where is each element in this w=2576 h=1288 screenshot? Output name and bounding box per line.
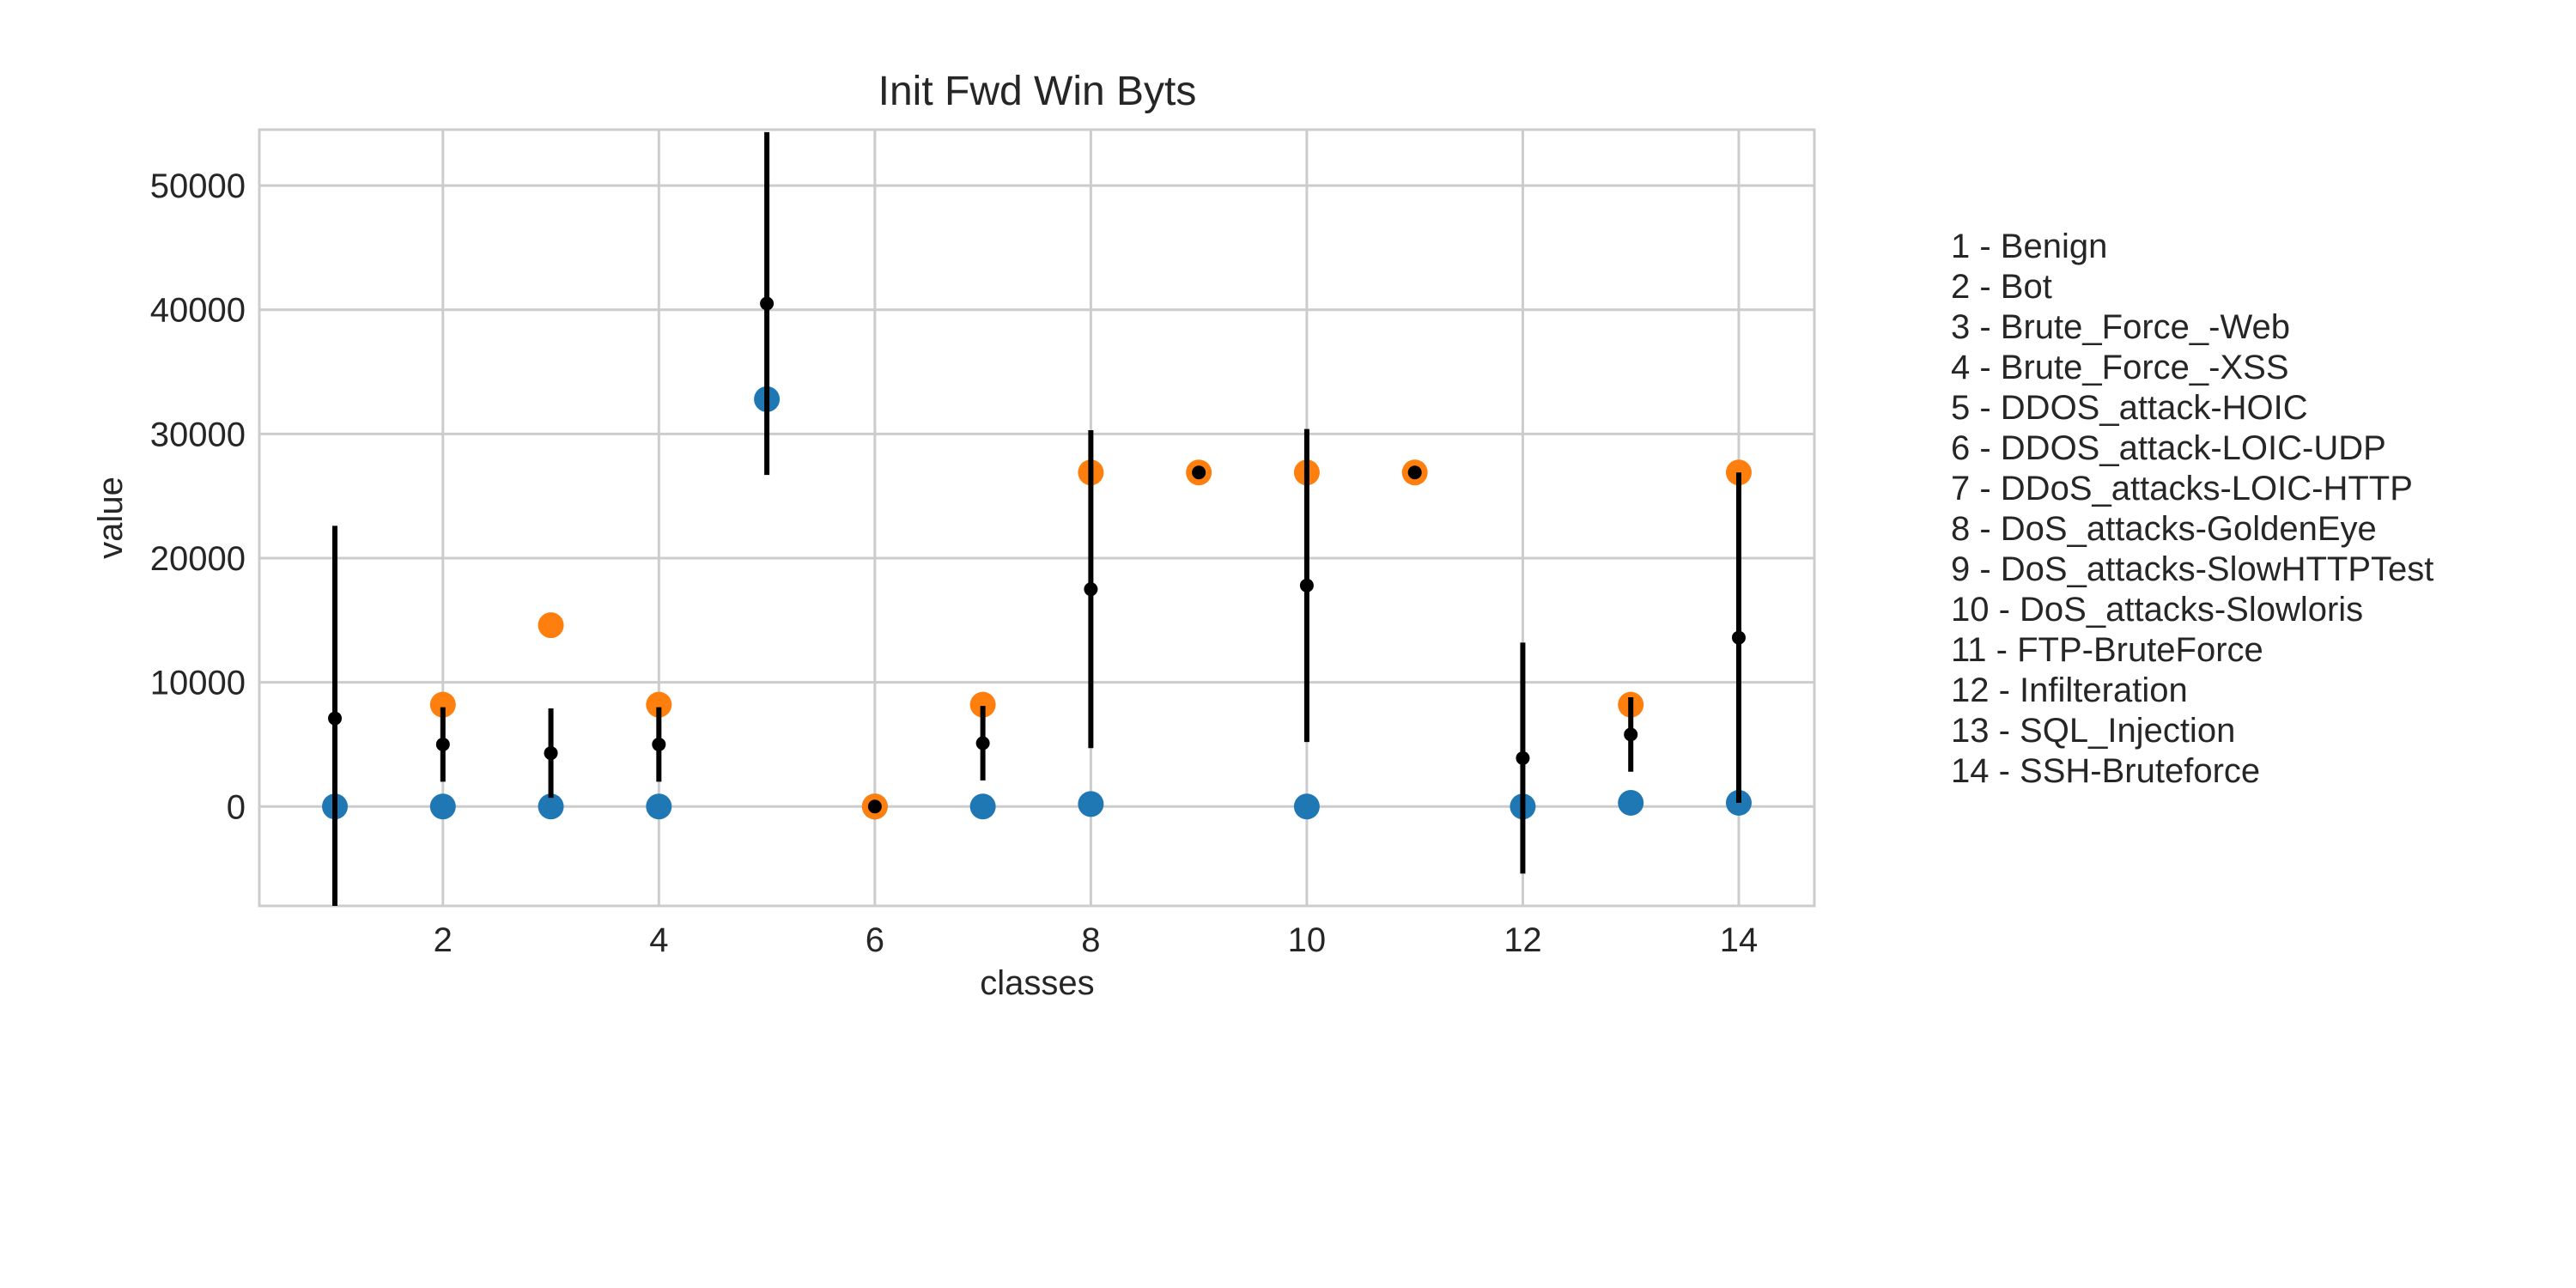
max-point-class-7: [969, 691, 996, 718]
min-point-class-10: [1293, 793, 1320, 820]
min-point-class-4: [646, 793, 672, 820]
mean-point-class-11: [1407, 465, 1422, 480]
mean-point-class-13: [1624, 727, 1638, 742]
min-point-class-7: [969, 793, 996, 820]
legend-entry-9: 9 - DoS_attacks-SlowHTTPTest: [1951, 550, 2433, 588]
chart-title: Init Fwd Win Byts: [878, 69, 1197, 114]
y-tick-label: 50000: [150, 167, 246, 205]
legend-entry-1: 1 - Benign: [1951, 228, 2107, 265]
mean-point-class-12: [1516, 750, 1530, 765]
legend-entry-3: 3 - Brute_Force_-Web: [1951, 308, 2290, 346]
max-point-class-2: [429, 691, 456, 718]
x-tick-label: 4: [649, 921, 668, 959]
x-tick-label: 8: [1081, 921, 1100, 959]
legend-entry-12: 12 - Infilteration: [1951, 671, 2188, 709]
legend-entry-4: 4 - Brute_Force_-XSS: [1951, 349, 2289, 386]
mean-point-class-10: [1299, 578, 1314, 592]
mean-point-class-8: [1084, 582, 1098, 597]
legend-entry-14: 14 - SSH-Bruteforce: [1951, 752, 2260, 790]
min-point-class-3: [538, 793, 564, 820]
min-point-class-13: [1618, 789, 1644, 816]
y-axis-label: value: [92, 477, 130, 559]
mean-point-class-2: [435, 737, 450, 751]
y-tick-label: 30000: [150, 416, 246, 453]
mean-point-class-3: [544, 746, 558, 761]
legend-entry-6: 6 - DDOS_attack-LOIC-UDP: [1951, 429, 2386, 467]
x-tick-label: 6: [866, 921, 884, 959]
plot-frame: [258, 128, 1816, 908]
data-marks: [322, 131, 1752, 906]
y-tick-label: 0: [227, 788, 246, 826]
legend-entry-2: 2 - Bot: [1951, 268, 2052, 306]
legend-entry-11: 11 - FTP-BruteForce: [1951, 631, 2263, 669]
mean-point-class-9: [1192, 465, 1206, 480]
max-point-class-3: [538, 612, 564, 639]
x-axis-label: classes: [980, 964, 1094, 1002]
mean-point-class-1: [328, 711, 343, 726]
mean-point-class-6: [867, 799, 882, 814]
y-tick-label: 20000: [150, 540, 246, 578]
min-point-class-2: [429, 793, 456, 820]
grid-layer: [259, 130, 1814, 906]
y-tick-label: 10000: [150, 665, 246, 702]
tick-labels: 2 4 6 8 10 12 14 0 10000 20000 30000 40000 50000: [150, 167, 1758, 959]
mean-point-class-14: [1731, 630, 1746, 645]
legend-entry-10: 10 - DoS_attacks-Slowloris: [1951, 591, 2363, 629]
y-tick-label: 40000: [150, 292, 246, 330]
mean-point-class-5: [760, 296, 775, 311]
legend-entry-8: 8 - DoS_attacks-GoldenEye: [1951, 510, 2377, 548]
min-point-class-8: [1078, 791, 1104, 817]
x-tick-label: 12: [1504, 921, 1542, 959]
legend-entry-5: 5 - DDOS_attack-HOIC: [1951, 389, 2308, 427]
legend-entry-13: 13 - SQL_Injection: [1951, 712, 2235, 750]
mean-point-class-4: [652, 737, 666, 751]
x-tick-label: 14: [1720, 921, 1759, 959]
legend-entry-7: 7 - DDoS_attacks-LOIC-HTTP: [1951, 470, 2413, 507]
x-tick-label: 2: [434, 921, 453, 959]
max-point-class-4: [646, 691, 672, 718]
mean-point-class-7: [975, 736, 990, 750]
x-tick-label: 10: [1288, 921, 1327, 959]
